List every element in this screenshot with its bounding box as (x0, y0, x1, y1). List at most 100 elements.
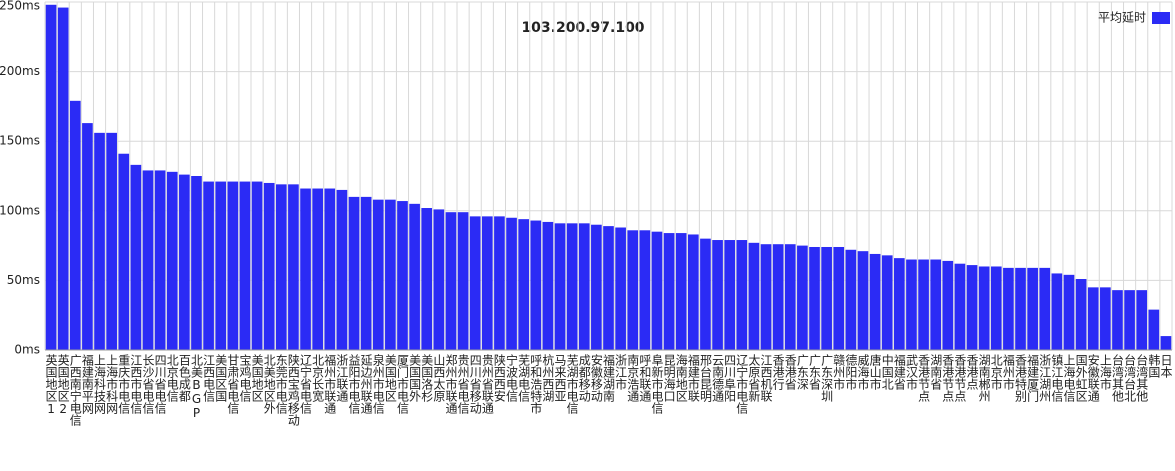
bar (845, 249, 857, 350)
bar (554, 223, 566, 350)
bar (990, 266, 1002, 350)
bar (918, 259, 929, 350)
x-tick-label: 香港特别 (1014, 354, 1028, 402)
x-tick-label: 香港节点 (917, 354, 931, 402)
x-tick-label: 浙江市 (614, 354, 628, 390)
x-tick-label: 阜新市电信 (650, 354, 664, 415)
x-tick-label: 北京电信 (165, 354, 179, 403)
x-tick-label: 广东省 (808, 354, 822, 390)
x-tick-label: 英国地区1 (44, 354, 58, 416)
x-tick-label: 长沙省电信 (141, 354, 155, 415)
bar (700, 238, 711, 350)
bar (724, 240, 736, 350)
y-tick-label: 100ms (0, 203, 40, 217)
x-tick-label: 广西南宁电信 (68, 354, 82, 427)
x-tick-label: 日本 (1159, 354, 1173, 379)
bar (263, 182, 275, 350)
bar (227, 181, 239, 350)
bar (57, 7, 69, 351)
x-tick-label: 国外虹区 (1074, 354, 1088, 402)
x-tick-label: 美国洛杉 (420, 354, 434, 403)
x-tick-label: 英国地区2 (56, 354, 70, 416)
bar (566, 223, 578, 350)
bar (1063, 274, 1075, 350)
x-tick-label: 厦门市电信 (395, 354, 409, 415)
bar (385, 199, 396, 350)
bar (675, 233, 687, 350)
bar (651, 231, 663, 350)
bar (712, 240, 723, 350)
bar (1124, 290, 1135, 350)
x-tick-label: 海南地区 (674, 353, 688, 402)
bar (118, 153, 130, 350)
bar (542, 221, 554, 350)
bar (954, 263, 966, 350)
x-tick-label: 上海电信 (1062, 354, 1076, 403)
bar (1039, 267, 1051, 350)
x-tick-label: 浙江湖州 (1038, 354, 1052, 402)
x-tick-label: 镇江电信 (1050, 354, 1064, 403)
bar (300, 188, 311, 350)
bar (445, 212, 457, 350)
x-tick-label: 延边州联通 (359, 354, 373, 414)
bar (69, 100, 81, 350)
y-tick-label: 200ms (0, 64, 40, 78)
x-tick-label: 宁波电信 (505, 353, 519, 403)
bar (1160, 336, 1172, 350)
x-tick-label: 辽宁省电信 (299, 354, 313, 415)
x-tick-label: 昆明海口 (662, 354, 676, 402)
bar (833, 246, 845, 350)
bar (857, 251, 869, 350)
y-tick-label: 250ms (0, 0, 40, 13)
x-tick-label: 呼和浩特市 (529, 354, 543, 414)
bar (736, 240, 748, 350)
x-tick-label: 美国地区 (250, 354, 264, 402)
x-tick-label: 湖南郴州 (977, 353, 991, 402)
x-tick-label: 福建厦门 (1026, 353, 1040, 402)
x-tick-label: 四川省移动 (468, 354, 482, 414)
bar (942, 260, 954, 350)
x-tick-label: 韩国 (1147, 353, 1161, 378)
bar (760, 244, 772, 350)
x-tick-label: 陕西宝鸡移动 (286, 353, 300, 426)
x-tick-label: 太原省新 (747, 353, 761, 402)
x-tick-label: 福建湖南 (602, 353, 616, 402)
bar (966, 265, 978, 350)
bar (457, 212, 469, 350)
bar (809, 246, 820, 350)
bar (409, 203, 420, 350)
x-tick-label: 辽宁市电信 (735, 354, 749, 415)
bar (978, 266, 990, 350)
bar (397, 201, 408, 350)
bar (1087, 287, 1099, 350)
bar (239, 181, 251, 350)
bar (130, 164, 142, 350)
bar (506, 217, 517, 350)
bar (94, 132, 105, 350)
x-tick-label: 百色成都 (177, 354, 191, 402)
bar (360, 196, 372, 350)
x-tick-label: 台湾其他 (1110, 353, 1124, 402)
bar (1027, 267, 1038, 350)
x-tick-label: 浙江联通 (335, 354, 349, 402)
x-tick-label: 芜湖市电信 (565, 354, 579, 415)
x-tick-label: 东莞市电信 (274, 354, 288, 415)
x-tick-label: 呼和联通 (638, 354, 652, 402)
bar (166, 171, 178, 350)
x-tick-label: 赣州市 (832, 354, 846, 390)
bar (894, 258, 905, 350)
bar (772, 244, 784, 350)
x-tick-label: 福建省 (892, 353, 906, 390)
bar (433, 209, 445, 350)
bar (603, 226, 614, 350)
x-tick-label: 江西市电信 (129, 354, 143, 415)
x-tick-label: 香港行 (771, 354, 785, 390)
legend-swatch (1152, 12, 1170, 24)
bar (372, 199, 384, 350)
bar (348, 196, 360, 350)
y-tick-label: 0ms (14, 343, 40, 357)
x-tick-label: 马来西亚 (553, 354, 567, 402)
bar (1100, 287, 1111, 350)
bar (275, 184, 287, 350)
